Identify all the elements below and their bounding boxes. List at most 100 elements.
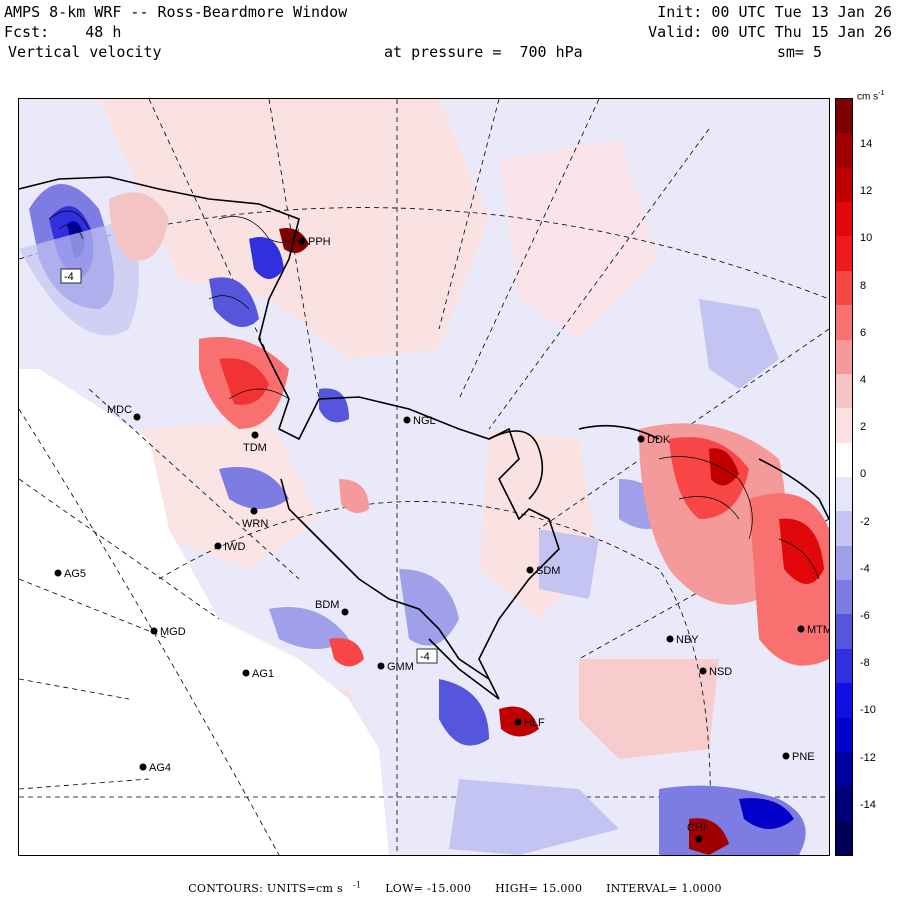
- station-marker: [699, 667, 707, 675]
- color-scale-segment: [836, 202, 852, 237]
- station-bdm: BDM: [315, 599, 349, 616]
- station-label: HLF: [524, 717, 545, 729]
- station-label: WRN: [242, 518, 268, 530]
- contour-units: CONTOURS: UNITS=cm s -1: [188, 880, 362, 895]
- color-scale: cm s-1 14 12 10 8 6 4 2 0 -2 -4 -6 -8 -10 -12 -14: [835, 90, 900, 856]
- station-label: PNE: [792, 751, 815, 763]
- valid-time: Valid: 00 UTC Thu 15 Jan 26: [648, 23, 892, 41]
- station-marker: [797, 625, 805, 633]
- station-label: AG1: [252, 668, 274, 680]
- station-label: NSD: [709, 666, 732, 678]
- station-marker: [377, 662, 385, 670]
- station-mdc: MDC: [107, 404, 141, 421]
- color-scale-label: -6: [860, 610, 870, 622]
- color-scale-label: 2: [860, 421, 867, 434]
- color-scale-segment: [836, 477, 852, 512]
- station-marker: [514, 718, 522, 726]
- color-scale-segment: [836, 442, 852, 478]
- contour-interval: INTERVAL= 1.0000: [606, 881, 722, 895]
- station-pne: PNE: [782, 751, 815, 763]
- contour-label: -4: [420, 651, 430, 663]
- color-scale-segment: [836, 580, 852, 615]
- station-label: NGL: [413, 415, 436, 427]
- color-scale-label: 0: [860, 468, 867, 481]
- color-scale-label: 6: [860, 326, 867, 339]
- station-mgd: MGD: [150, 626, 186, 638]
- station-marker: [637, 435, 645, 443]
- color-scale-segment: [836, 820, 852, 856]
- color-scale-segment: [836, 786, 852, 822]
- color-scale-segment: [836, 339, 852, 375]
- station-ag4: AG4: [139, 762, 171, 774]
- color-scale-label: -8: [860, 657, 870, 670]
- color-scale-segment: [836, 408, 852, 444]
- color-scale-segment: [836, 545, 852, 581]
- init-time: Init: 00 UTC Tue 13 Jan 26: [657, 3, 892, 21]
- color-scale-segment: [836, 373, 852, 409]
- forecast-hour: Fcst: 48 h: [4, 23, 122, 41]
- station-marker: [242, 669, 250, 677]
- color-scale-label: -4: [860, 562, 870, 575]
- color-scale-segment: [836, 99, 852, 134]
- contour-label: -4: [64, 271, 74, 283]
- station-label: AG5: [64, 568, 86, 580]
- station-marker: [341, 608, 349, 616]
- color-scale-label: 12: [860, 185, 873, 198]
- color-scale-segment: [836, 133, 852, 169]
- color-scale-segment: [836, 167, 852, 203]
- station-marker: [526, 566, 534, 574]
- station-marker: [139, 763, 147, 771]
- vertical-velocity-map: -4 -4 PPH MDC NGL TDM DDK WRN IWD AG5 SDM BDM MGD N…: [18, 98, 830, 856]
- station-marker: [666, 635, 674, 643]
- station-marker: [214, 542, 222, 550]
- pressure-level: at pressure = 700 hPa: [384, 43, 583, 61]
- color-scale-segment: [836, 683, 852, 719]
- color-scale-segment: [836, 717, 852, 753]
- station-marker: [298, 237, 306, 245]
- color-scale-segment: [836, 751, 852, 787]
- color-scale-label: -12: [860, 751, 876, 764]
- station-label: TDM: [243, 442, 267, 454]
- station-ngl: NGL: [403, 415, 436, 427]
- station-marker: [403, 416, 411, 424]
- contour-info: CONTOURS: UNITS=cm s -1 LOW= -15.000 HIGH…: [0, 880, 900, 895]
- station-marker: [695, 835, 703, 843]
- station-label: BDM: [315, 599, 339, 611]
- station-wrn: WRN: [242, 507, 268, 530]
- field-name: Vertical velocity: [8, 43, 162, 61]
- station-tdm: TDM: [243, 431, 267, 454]
- color-scale-label: -2: [860, 515, 870, 528]
- station-marker: [782, 752, 790, 760]
- station-mtm: MTM: [797, 624, 829, 636]
- color-scale-label: 14: [860, 138, 873, 150]
- station-label: GMM: [387, 661, 414, 673]
- station-marker: [251, 431, 259, 439]
- station-label: AG4: [149, 762, 171, 774]
- map-title: AMPS 8-km WRF -- Ross-Beardmore Window: [4, 3, 348, 21]
- smoothing: sm= 5: [776, 43, 822, 61]
- station-chi: CHI: [687, 822, 706, 843]
- station-ddk: DDK: [637, 434, 671, 446]
- station-marker: [250, 507, 258, 515]
- station-sdm: SDM: [526, 565, 560, 577]
- station-label: IWD: [224, 541, 245, 553]
- contour-high: HIGH= 15.000: [495, 881, 583, 895]
- station-nsd: NSD: [699, 666, 732, 678]
- station-label: CHI: [687, 822, 706, 834]
- station-label: DDK: [647, 434, 671, 446]
- station-label: SDM: [536, 565, 560, 577]
- station-hlf: HLF: [514, 717, 545, 729]
- station-ag5: AG5: [54, 568, 86, 580]
- color-scale-label: 8: [860, 279, 867, 292]
- station-ag1: AG1: [242, 668, 274, 680]
- station-marker: [150, 627, 158, 635]
- color-scale-segment: [836, 270, 852, 306]
- color-scale-segment: [836, 614, 852, 650]
- station-layer: PPH MDC NGL TDM DDK WRN IWD AG5 SDM BDM MGD NBY MTM A…: [54, 236, 829, 843]
- color-scale-units: cm s-1: [857, 90, 885, 103]
- station-label: NBY: [676, 634, 699, 646]
- color-scale-segment: [836, 648, 852, 684]
- color-scale-segment: [836, 511, 852, 547]
- station-pph: PPH: [298, 236, 331, 248]
- station-gmm: GMM: [377, 661, 414, 673]
